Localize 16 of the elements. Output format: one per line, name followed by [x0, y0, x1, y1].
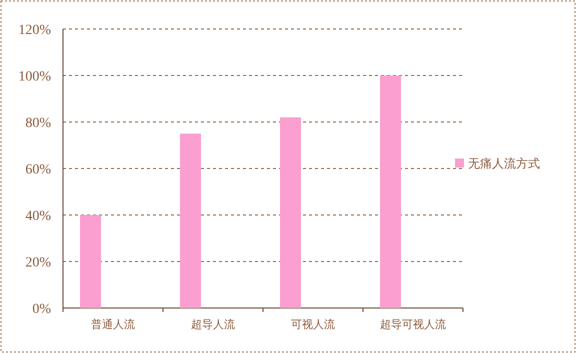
legend-label: 无痛人流方式: [468, 156, 540, 170]
y-tick-label: 0%: [32, 302, 52, 317]
y-tick-label: 20%: [25, 256, 52, 270]
y-tick-label: 80%: [25, 116, 52, 131]
x-tick-label: 超导人流: [191, 318, 235, 331]
y-tick-label: 100%: [18, 70, 52, 84]
y-tick-label: 60%: [25, 162, 52, 178]
bar: [80, 215, 101, 308]
bar: [180, 134, 201, 308]
x-tick-label: 超导可视人流: [380, 318, 446, 331]
y-tick-label: 120%: [18, 23, 52, 38]
y-tick-label: 40%: [25, 209, 52, 224]
bar: [280, 117, 301, 308]
bar: [380, 76, 401, 308]
x-tick-label: 普通人流: [91, 318, 135, 331]
x-tick-label: 可视人流: [291, 318, 335, 331]
